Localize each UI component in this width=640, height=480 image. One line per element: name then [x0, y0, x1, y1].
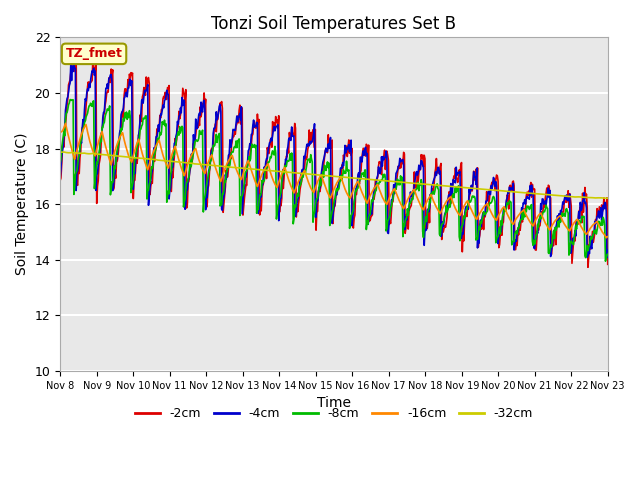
Title: Tonzi Soil Temperatures Set B: Tonzi Soil Temperatures Set B — [211, 15, 456, 33]
Legend: -2cm, -4cm, -8cm, -16cm, -32cm: -2cm, -4cm, -8cm, -16cm, -32cm — [130, 402, 538, 425]
X-axis label: Time: Time — [317, 396, 351, 410]
Text: TZ_fmet: TZ_fmet — [66, 48, 122, 60]
Y-axis label: Soil Temperature (C): Soil Temperature (C) — [15, 133, 29, 276]
